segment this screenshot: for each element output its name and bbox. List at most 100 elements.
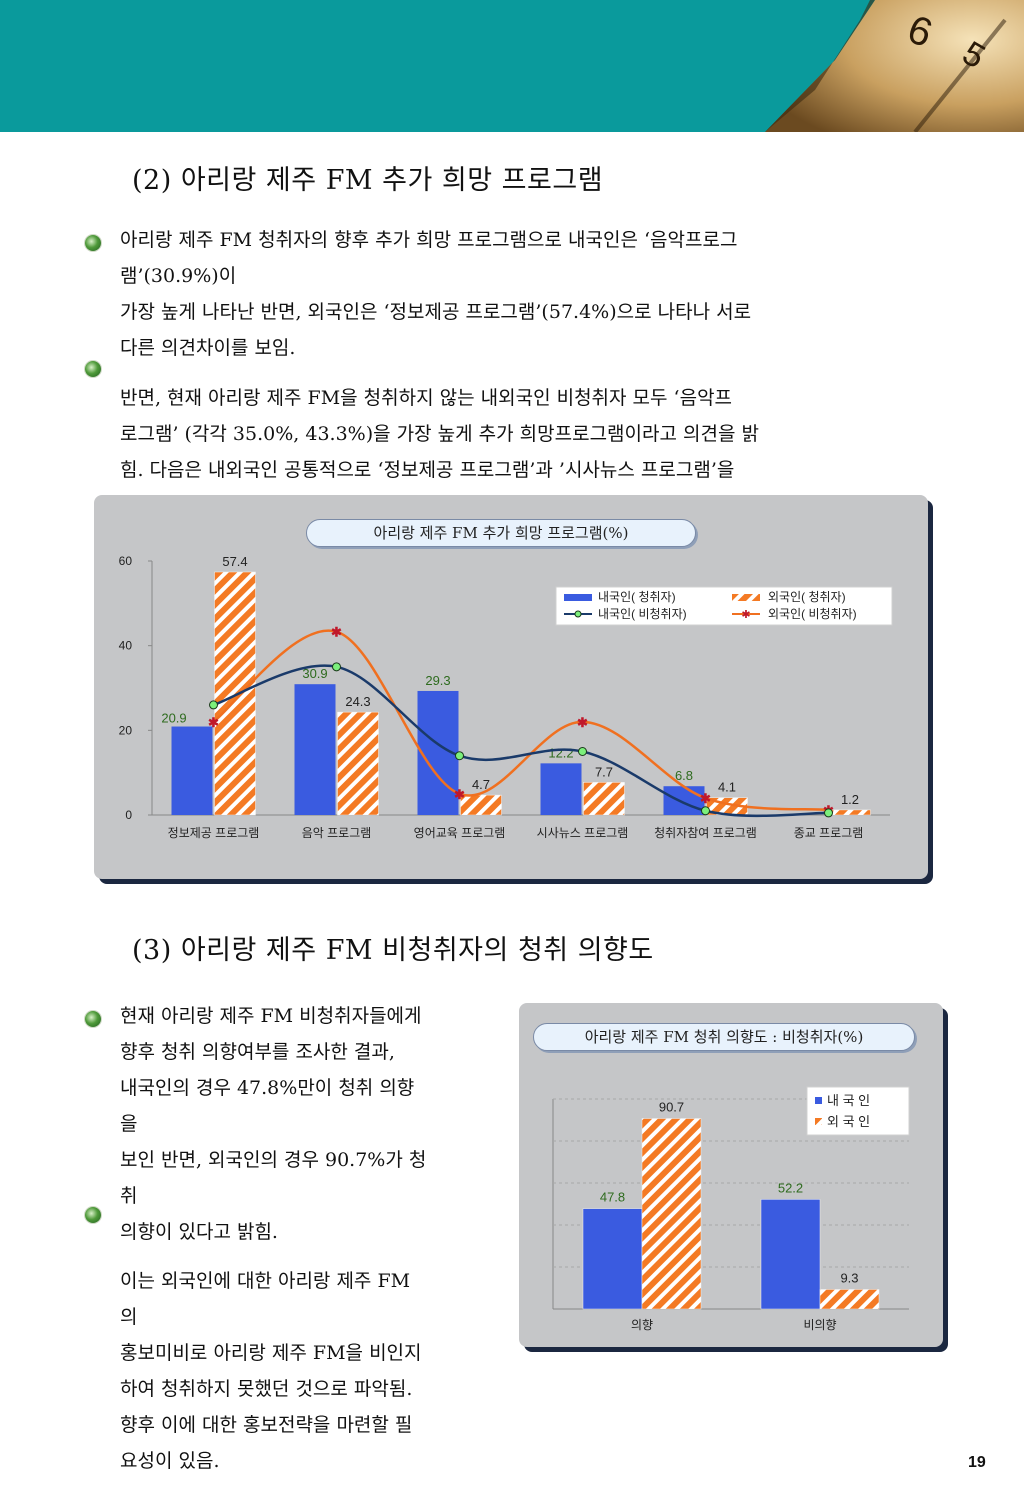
chart-1: 0 20 40 60 정보제공 프로그램 음악 프로그램 영어교육 프로그램 시사뉴스 프로그… (119, 554, 893, 840)
line-foreign-nonlistener (212, 629, 829, 812)
bar-domestic-listener (540, 763, 582, 815)
legend-swatch-domestic (815, 1097, 822, 1104)
bar-domestic-listener (663, 786, 705, 815)
data-label-foreign: 4.1 (718, 780, 736, 795)
point-domestic-nonlistener (701, 806, 710, 816)
paragraph-line: 홍보미비로 아리랑 제주 FM을 비인지 (120, 1342, 422, 1364)
bar-foreign-listener (829, 809, 871, 816)
x-tick-label: 비의향 (803, 1318, 836, 1332)
point-domestic-nonlistener (209, 700, 218, 710)
legend-box (555, 586, 893, 626)
point-domestic-nonlistener (578, 747, 587, 756)
paragraph-line: 을 (120, 1113, 138, 1135)
legend-swatch-foreign-listener (732, 594, 760, 601)
legend-marker: ✱ (741, 609, 750, 621)
paragraph-line: 현재 아리랑 제주 FM 비청취자들에게 (120, 1005, 422, 1027)
bar-foreign-listener (583, 782, 625, 816)
bar-foreign-listener (337, 711, 379, 816)
paragraph-1: 아리랑 제주 FM 청취자의 향후 추가 희망 프로그램으로 내국인은 ‘음악프… (120, 222, 950, 366)
data-label-domestic: 12.2 (548, 745, 573, 760)
section-title-3: (3) 아리랑 제주 FM 비청취자의 청취 의향도 (132, 935, 654, 966)
legend-box (806, 1086, 910, 1136)
point-domestic-nonlistener (332, 662, 341, 672)
legend-swatch-domestic-listener (564, 594, 592, 601)
legend-swatch-foreign (815, 1118, 822, 1125)
chart-2-title: 아리랑 제주 FM 청취 의향도 : 비청취자(%) (533, 1023, 915, 1051)
line-domestic-nonlistener (213, 664, 829, 818)
section-title-2: (2) 아리랑 제주 FM 추가 희망 프로그램 (132, 165, 604, 196)
point-foreign-nonlistener: ✱ (454, 787, 465, 802)
point-domestic-nonlistener (455, 751, 464, 761)
x-tick-label: 시사뉴스 프로그램 (537, 826, 629, 840)
point-foreign-nonlistener: ✱ (331, 625, 342, 640)
paragraph-line: 향후 청취 의향여부를 조사한 결과, (120, 1041, 395, 1063)
chart-1-title: 아리랑 제주 FM 추가 희망 프로그램(%) (306, 519, 696, 547)
bar-foreign-listener (460, 794, 502, 816)
paragraph-line: 취 (120, 1185, 138, 1207)
chart-2: 의향 47.8 90.7 비의향 52.2 9.3 내 국 인외 국 인 (552, 1086, 910, 1332)
paragraph-line: 가장 높게 나타난 반면, 외국인은 ‘정보제공 프로그램’(57.4%)으로 … (120, 301, 752, 323)
paragraph-line: 힘. 다음은 내외국인 공통적으로 ‘정보제공 프로그램’과 ’시사뉴스 프로그… (120, 459, 735, 481)
paragraph-line: 아리랑 제주 FM 청취자의 향후 추가 희망 프로그램으로 내국인은 ‘음악프… (120, 229, 738, 251)
point-foreign-nonlistener: ✱ (700, 791, 711, 806)
paragraph-line: 보인 반면, 외국인의 경우 90.7%가 청 (120, 1149, 427, 1171)
y-tick-label: 60 (119, 554, 133, 568)
chart-panel-1: 0 20 40 60 정보제공 프로그램 음악 프로그램 영어교육 프로그램 시사뉴스 프로그… (94, 495, 928, 879)
bar-domestic-listener (171, 726, 213, 815)
point-foreign-nonlistener: ✱ (577, 715, 588, 730)
data-label-domestic: 47.8 (600, 1190, 625, 1205)
bullet-icon (85, 1011, 101, 1027)
bullet-icon (85, 1207, 101, 1223)
data-label-domestic: 52.2 (778, 1180, 803, 1195)
legend-label: 내국인( 비청취자) (598, 607, 687, 621)
bar-foreign (641, 1118, 702, 1310)
data-label-domestic: 6.8 (675, 768, 693, 783)
clock-image: 6 5 (765, 0, 1024, 132)
bar-foreign-listener (214, 571, 256, 816)
legend-label: 외국인( 청취자) (768, 590, 846, 604)
paragraph-4: 이는 외국인에 대한 아리랑 제주 FM 의 홍보미비로 아리랑 제주 FM을 … (120, 1263, 512, 1479)
x-tick-label: 청취자참여 프로그램 (654, 826, 757, 840)
paragraph-line: 램’(30.9%)이 (120, 265, 237, 287)
legend-label: 외국인( 비청취자) (768, 607, 857, 621)
data-label-domestic: 20.9 (161, 711, 186, 726)
paragraph-line: 의 (120, 1306, 138, 1328)
page-number: 19 (968, 1454, 986, 1471)
data-label-domestic: 29.3 (425, 673, 450, 688)
bar-foreign (819, 1289, 880, 1310)
x-tick-label: 종교 프로그램 (794, 826, 864, 840)
y-tick-label: 20 (119, 723, 133, 737)
bar-domestic (760, 1199, 821, 1310)
x-tick-label: 음악 프로그램 (302, 826, 372, 840)
paragraph-line: 이는 외국인에 대한 아리랑 제주 FM (120, 1270, 411, 1292)
paragraph-line: 반면, 현재 아리랑 제주 FM을 청취하지 않는 내외국인 비청취자 모두 ‘… (120, 387, 733, 409)
paragraph-line: 다른 의견차이를 보임. (120, 337, 296, 359)
legend-label: 외 국 인 (827, 1114, 870, 1129)
paragraph-line: 요성이 있음. (120, 1450, 220, 1472)
point-domestic-nonlistener (824, 808, 833, 818)
paragraph-3: 현재 아리랑 제주 FM 비청취자들에게 향후 청취 의향여부를 조사한 결과,… (120, 998, 512, 1250)
data-label-foreign: 9.3 (840, 1270, 858, 1285)
paragraph-line: 향후 이에 대한 홍보전략을 마련할 필 (120, 1414, 413, 1436)
paragraph-line: 의향이 있다고 밝힘. (120, 1221, 278, 1243)
x-tick-label: 정보제공 프로그램 (168, 826, 260, 840)
paragraph-line: 내국인의 경우 47.8%만이 청취 의향 (120, 1077, 415, 1099)
data-label-foreign: 57.4 (222, 554, 247, 569)
paragraph-line: 로그램’ (각각 35.0%, 43.3%)을 가장 높게 추가 희망프로그램이… (120, 423, 759, 445)
legend-label: 내국인( 청취자) (598, 590, 676, 604)
bullet-icon (85, 235, 101, 251)
data-label-domestic: 30.9 (302, 666, 327, 681)
point-foreign-nonlistener: ✱ (208, 715, 219, 730)
bar-domestic (582, 1208, 643, 1310)
data-label-foreign: 24.3 (345, 694, 370, 709)
data-label-foreign: 7.7 (595, 764, 613, 779)
x-tick-label: 의향 (631, 1318, 653, 1332)
x-tick-label: 영어교육 프로그램 (414, 826, 506, 840)
bullet-icon (85, 361, 101, 377)
legend-label: 내 국 인 (827, 1093, 870, 1108)
data-label-foreign: 90.7 (659, 1100, 684, 1115)
data-label-foreign: 1.2 (841, 792, 859, 807)
y-tick-label: 0 (125, 808, 132, 822)
paragraph-line: 하여 청취하지 못했던 것으로 파악됨. (120, 1378, 413, 1400)
